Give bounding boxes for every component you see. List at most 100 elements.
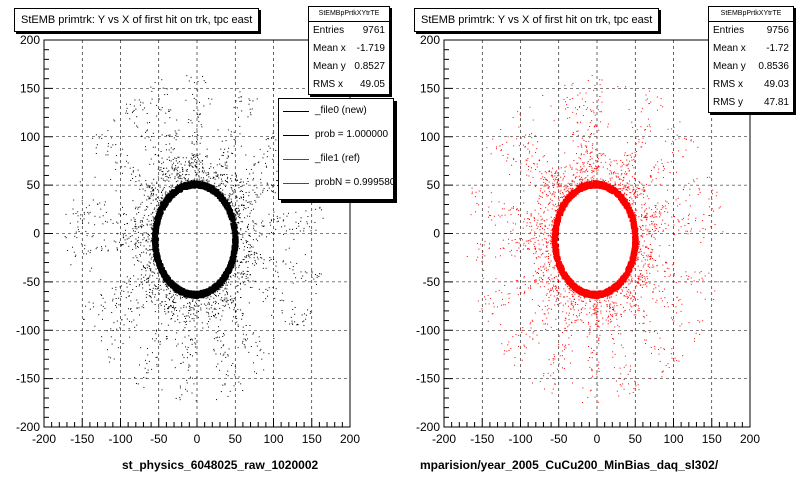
data-point: [228, 281, 230, 283]
data-point: [151, 225, 153, 227]
data-point: [157, 155, 159, 157]
data-point: [279, 300, 281, 302]
data-point: [121, 166, 123, 168]
data-point: [195, 400, 197, 402]
data-point: [230, 268, 232, 270]
data-point: [173, 192, 177, 195]
data-point: [139, 206, 141, 208]
data-point: [162, 277, 164, 279]
data-point: [180, 294, 182, 296]
data-point: [239, 197, 241, 199]
data-point: [275, 139, 277, 141]
data-point: [217, 331, 219, 333]
data-point: [229, 209, 233, 213]
data-point: [207, 171, 209, 173]
data-point: [282, 260, 284, 262]
data-point: [115, 161, 117, 163]
data-point: [231, 226, 235, 230]
data-point: [611, 185, 615, 189]
data-point: [261, 234, 263, 236]
data-point: [281, 312, 283, 314]
data-point: [229, 205, 231, 207]
data-point: [189, 165, 191, 167]
data-point: [112, 330, 114, 332]
data-point: [235, 178, 237, 180]
data-point: [233, 205, 235, 207]
data-point: [175, 397, 177, 399]
data-point: [132, 289, 134, 291]
data-point: [247, 240, 249, 242]
data-point: [116, 249, 118, 251]
data-point: [207, 321, 209, 323]
data-point: [208, 292, 210, 294]
data-point: [217, 191, 221, 194]
data-point: [241, 318, 243, 320]
data-point: [147, 241, 149, 243]
data-point: [183, 357, 185, 359]
data-point: [176, 167, 178, 169]
data-point: [236, 246, 238, 248]
data-point: [220, 347, 222, 349]
data-point: [126, 222, 128, 224]
data-point: [107, 145, 109, 147]
data-point: [244, 256, 246, 258]
data-point: [248, 223, 250, 225]
legend-swatch: [283, 134, 309, 136]
data-point: [221, 175, 223, 177]
data-point: [242, 340, 244, 342]
data-point: [225, 140, 227, 142]
data-point: [224, 164, 226, 166]
data-point: [137, 206, 139, 208]
data-point: [167, 324, 169, 326]
data-point: [222, 195, 224, 197]
data-point: [300, 271, 302, 273]
data-point: [102, 305, 104, 307]
data-point: [185, 179, 187, 181]
data-point: [136, 116, 138, 118]
data-point: [191, 355, 193, 357]
data-point: [162, 189, 164, 191]
data-point: [139, 255, 141, 257]
data-point: [132, 178, 134, 180]
data-point: [120, 303, 122, 305]
data-point: [188, 164, 190, 166]
data-point: [203, 293, 207, 297]
data-point: [238, 209, 240, 211]
data-point: [188, 185, 192, 189]
data-point: [151, 300, 153, 302]
y-tick-label: 50: [27, 178, 41, 192]
data-point: [232, 190, 234, 192]
data-point: [215, 289, 217, 291]
data-point: [313, 278, 315, 280]
data-point: [281, 299, 283, 301]
data-point: [220, 198, 224, 202]
data-point: [161, 276, 163, 278]
data-point: [222, 284, 224, 286]
data-point: [180, 182, 182, 184]
data-point: [247, 338, 249, 340]
data-point: [232, 261, 235, 265]
data-point: [115, 168, 117, 170]
data-point: [150, 202, 152, 204]
data-point: [143, 107, 145, 109]
data-point: [149, 253, 151, 255]
data-point: [188, 119, 190, 121]
data-point: [165, 194, 167, 196]
data-point: [219, 307, 221, 309]
data-point: [109, 361, 111, 363]
data-point: [156, 365, 158, 367]
data-point: [121, 290, 123, 292]
data-point: [148, 265, 150, 267]
data-point: [179, 187, 183, 191]
data-point: [259, 350, 261, 352]
data-point: [196, 128, 198, 130]
data-point: [224, 282, 226, 284]
data-point: [186, 379, 188, 381]
data-point: [201, 180, 203, 182]
data-point: [194, 171, 196, 173]
data-point: [138, 211, 140, 213]
data-point: [160, 304, 162, 306]
data-point: [132, 166, 134, 168]
data-point: [145, 208, 147, 210]
data-point: [221, 315, 223, 317]
